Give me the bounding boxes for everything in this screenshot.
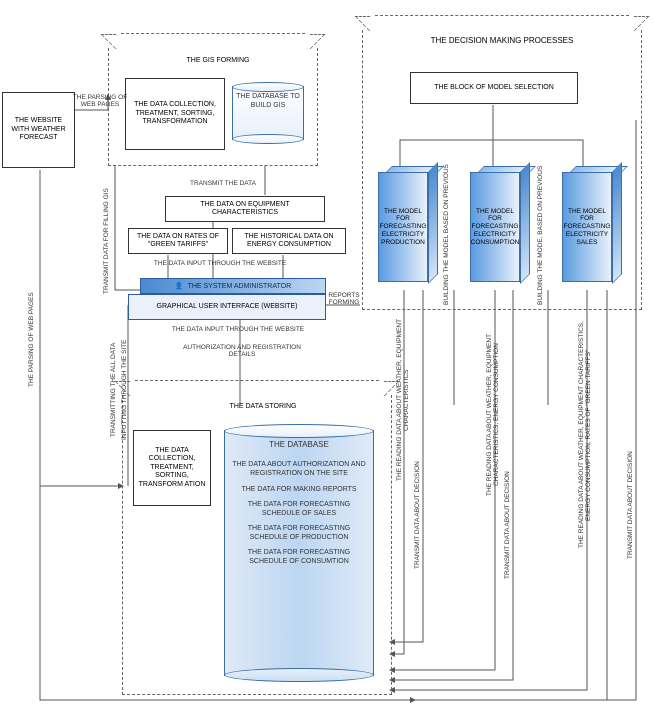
reports-label: REPORTS FORMING: [322, 292, 366, 306]
db-row-consumption: THE DATA FOR FORECASTING SCHEDULE OF CON…: [228, 548, 370, 566]
db-row-production: THE DATA FOR FORECASTING SCHEDULE OF PRO…: [228, 524, 370, 542]
read3-label: THE READING DATA ABOUT WEATHER, EQUIPMEN…: [578, 310, 592, 560]
parse-web-label: THE PARSING OF WEB PAGES: [70, 94, 130, 108]
read2-label: THE READING DATA ABOUT WEATHER, EQUIPMEN…: [486, 310, 500, 520]
parse-web2-label: THE PARSING OF WEB PAGES: [28, 280, 35, 400]
db-row-auth: THE DATA ABOUT AUTHORIZATION AND REGISTR…: [228, 460, 370, 478]
gis-forming-title: THE GIS FORMING: [165, 56, 271, 65]
decision-title: THE DECISION MAKING PROCESSES: [363, 36, 641, 46]
read1-label: THE READING DATA ABOUT WEATHER, EQUIPMEN…: [396, 310, 410, 490]
admin-bar: 👤THE SYSTEM ADMINISTRATOR: [140, 278, 326, 294]
transmit-data-label: TRANSMIT THE DATA: [178, 180, 268, 187]
gis-db: THE DATABASE TO BUILD GIS: [232, 86, 304, 140]
tariffs-data: THE DATA ON RATES OF "GREEN TARIFFS": [128, 228, 228, 254]
input-web2-label: THE DATA INPUT THROUGH THE WEBSITE: [158, 326, 318, 333]
build2-label: BUILDING THE MODE, BASED ON PREVIOUS: [537, 160, 544, 310]
db-row-reports: THE DATA FOR MAKING REPORTS: [241, 485, 356, 494]
website-box: THE WEBSITE WITH WEATHER FORECAST: [2, 92, 75, 168]
td3-label: TRANSMIT DATA ABOUT DECISION: [627, 430, 634, 580]
storing-process: THE DATA COLLECTION, TREATMENT, SORTING,…: [133, 430, 211, 506]
td1-label: TRANSMIT DATA ABOUT DECISION: [414, 440, 421, 590]
td2-label: TRANSMIT DATA ABOUT DECISION: [504, 450, 511, 600]
auth-label: AUTHORIZATION AND REGISTRATION DETAILS: [182, 344, 302, 358]
input-site-label: INPUTTING THROUGH THE SITE: [121, 330, 128, 450]
db-row-sales: THE DATA FOR FORECASTING SCHEDULE OF SAL…: [228, 500, 370, 518]
gui-bar: GRAPHICAL USER INTERFACE (WEBSITE): [128, 294, 326, 320]
main-database: THE DATABASE THE DATA ABOUT AUTHORIZATIO…: [224, 430, 374, 676]
transmit-all-label: TRANSMITTING THE ALL DATA: [110, 330, 117, 450]
gis-process: THE DATA COLLECTION, TREATMENT, SORTING,…: [125, 78, 225, 150]
build1-label: BUILDING THE MODEL BASED ON PREVIOUS: [443, 160, 450, 310]
historical-data: THE HISTORICAL DATA ON ENERGY CONSUMPTIO…: [232, 228, 346, 254]
input-web-label: THE DATA INPUT THROUGH THE WEBSITE: [140, 260, 300, 267]
equipment-data: THE DATA ON EQUIPMENT CHARACTERISTICS: [165, 196, 325, 222]
storing-title: THE DATA STORING: [210, 402, 316, 411]
transmit-fill-label: TRANSMIT DATA FOR FILLING GIS: [103, 186, 110, 296]
gis-db-label: THE DATABASE TO BUILD GIS: [236, 92, 300, 110]
admin-label: THE SYSTEM ADMINISTRATOR: [188, 283, 292, 290]
model-selection-block: THE BLOCK OF MODEL SELECTION: [410, 72, 578, 104]
db-title: THE DATABASE: [269, 440, 329, 450]
